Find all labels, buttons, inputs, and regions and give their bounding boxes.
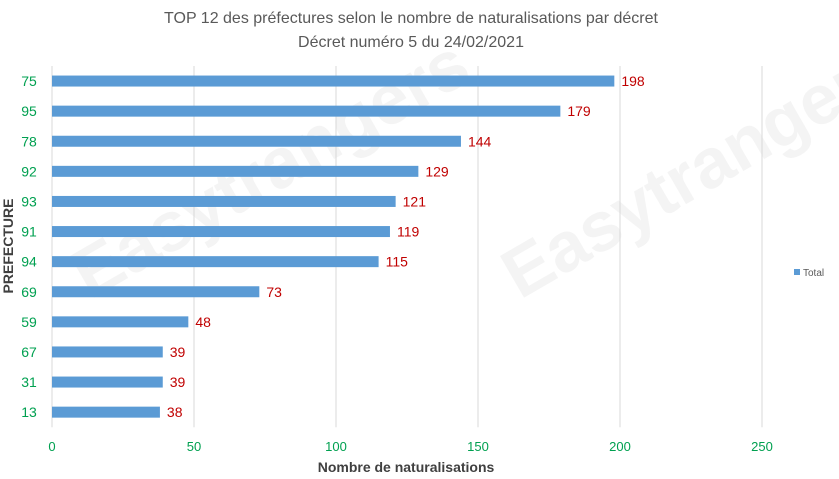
data-labels: 198 179 144 129 121 119 115 73 48 39 39 38 [167, 73, 645, 420]
x-tick-label: 100 [325, 439, 347, 454]
x-tick-labels: 0 50 100 150 200 250 [48, 439, 772, 454]
bar [52, 286, 260, 298]
bar [52, 406, 160, 418]
y-tick-labels: 75 95 78 92 93 91 94 69 59 67 31 13 [21, 73, 37, 420]
chart-title: TOP 12 des préfectures selon le nombre d… [164, 10, 658, 27]
bar [52, 346, 163, 358]
y-tick-label: 59 [21, 314, 37, 330]
legend: Total [794, 268, 824, 279]
data-label: 39 [170, 374, 186, 390]
data-label: 73 [266, 284, 282, 300]
bar [52, 316, 189, 328]
y-tick-label: 69 [21, 284, 37, 300]
y-tick-label: 92 [21, 163, 37, 179]
y-tick-label: 78 [21, 133, 37, 149]
y-tick-label: 95 [21, 103, 37, 119]
legend-swatch [794, 269, 800, 275]
bar [52, 105, 561, 117]
x-tick-label: 250 [751, 439, 773, 454]
data-label: 129 [425, 163, 449, 179]
y-tick-label: 91 [21, 224, 37, 240]
watermark-text-2: Easytrangers [489, 24, 839, 313]
bar [52, 256, 379, 268]
y-tick-label: 75 [21, 73, 37, 89]
y-tick-label: 31 [21, 374, 37, 390]
x-tick-label: 50 [187, 439, 201, 454]
bar [52, 376, 163, 388]
x-tick-label: 0 [48, 439, 55, 454]
bar [52, 226, 390, 238]
y-tick-label: 13 [21, 404, 37, 420]
y-tick-label: 94 [21, 254, 37, 270]
data-label: 115 [386, 254, 409, 270]
data-label: 38 [167, 404, 183, 420]
legend-label: Total [803, 268, 824, 279]
data-label: 48 [195, 314, 211, 330]
data-label: 179 [567, 103, 591, 119]
bar [52, 135, 461, 147]
data-label: 121 [403, 193, 427, 209]
chart-subtitle: Décret numéro 5 du 24/02/2021 [298, 34, 524, 51]
bar [52, 75, 615, 87]
y-tick-label: 93 [21, 193, 37, 209]
data-label: 144 [468, 133, 492, 149]
y-axis-title: PREFECTURE [0, 199, 16, 294]
x-tick-label: 150 [467, 439, 489, 454]
data-label: 119 [397, 224, 420, 240]
data-label: 198 [621, 73, 645, 89]
bar [52, 165, 419, 177]
x-axis-title: Nombre de naturalisations [318, 459, 495, 475]
grid-lines [51, 66, 763, 428]
data-label: 39 [170, 344, 186, 360]
bars [52, 75, 615, 418]
x-tick-label: 200 [609, 439, 631, 454]
bar [52, 195, 396, 207]
y-tick-label: 67 [21, 344, 37, 360]
